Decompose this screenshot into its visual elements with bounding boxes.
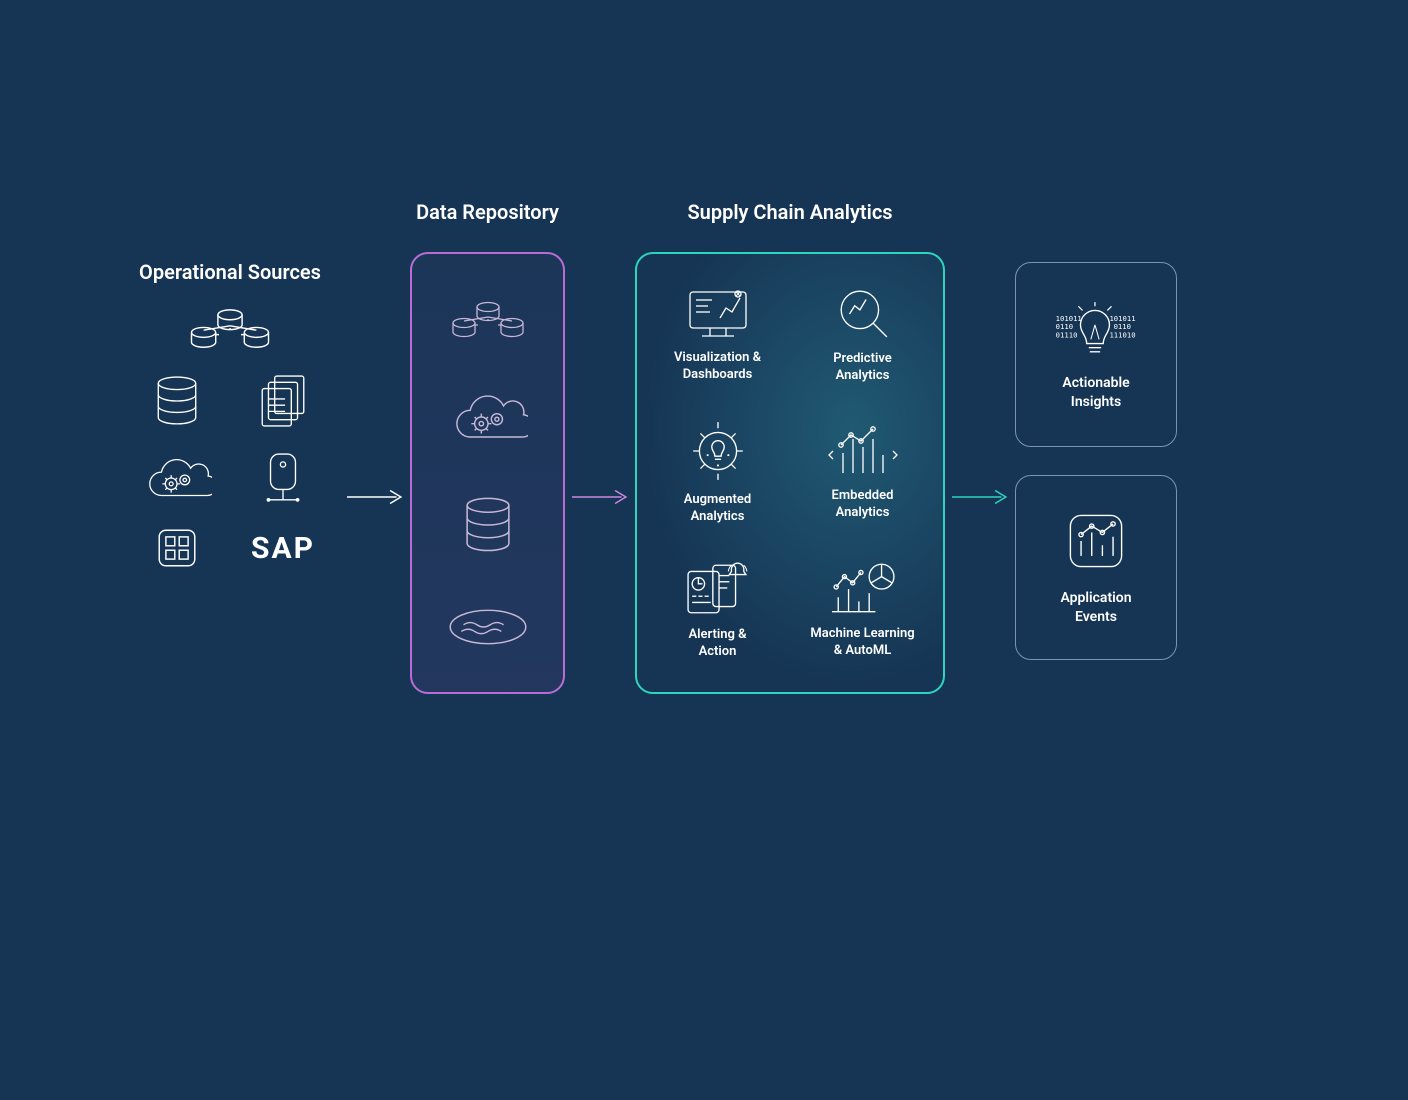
predictive-analytics-item: Predictive Analytics	[790, 270, 935, 400]
outcome-label: Application Events	[1060, 589, 1131, 627]
operational-sources-section: Operational Sources SAP	[120, 200, 340, 568]
cloud-gears-icon	[448, 392, 528, 442]
arrow-analytics-to-outcomes	[945, 490, 1015, 504]
app-grid-icon	[157, 528, 197, 568]
actionable-insights-box: Actionable Insights	[1015, 262, 1177, 447]
outcomes-section: Actionable Insights Application Events	[1015, 262, 1177, 660]
analytics-box: Visualization & Dashboards Predictive An…	[635, 252, 945, 694]
app-chart-icon	[1064, 509, 1128, 573]
item-label: Augmented Analytics	[684, 492, 752, 526]
application-events-box: Application Events	[1015, 475, 1177, 660]
data-repository-box	[410, 252, 565, 694]
operational-sources-icons: SAP	[142, 306, 318, 568]
item-label: Embedded Analytics	[832, 488, 894, 522]
arrow-sources-to-repo	[340, 490, 410, 504]
data-repository-section: Data Repository	[410, 200, 565, 694]
magnifier-chart-icon	[835, 285, 891, 341]
outcome-label: Actionable Insights	[1062, 374, 1129, 412]
item-label: Visualization & Dashboards	[674, 350, 761, 384]
data-lake-icon	[445, 607, 531, 647]
arrow-icon	[572, 490, 628, 504]
item-label: Alerting & Action	[688, 627, 746, 661]
visualization-dashboards-item: Visualization & Dashboards	[645, 270, 790, 400]
data-repository-title: Data Repository	[416, 200, 559, 224]
arrow-icon	[952, 490, 1008, 504]
dashboard-monitor-icon	[685, 286, 751, 340]
arrow-repo-to-analytics	[565, 490, 635, 504]
item-label: Machine Learning & AutoML	[810, 626, 914, 660]
alerting-action-item: Alerting & Action	[645, 546, 790, 676]
analytics-title: Supply Chain Analytics	[687, 200, 892, 224]
distributed-db-icon	[175, 306, 285, 350]
analytics-section: Supply Chain Analytics Visualization & D…	[635, 200, 945, 694]
architecture-diagram: Operational Sources SAP Data Repository	[120, 200, 1290, 694]
gear-lightbulb-icon	[688, 420, 748, 482]
sap-logo: SAP	[251, 531, 315, 566]
embedded-chart-icon	[827, 424, 899, 478]
database-cylinder-icon	[460, 496, 516, 554]
item-label: Predictive Analytics	[833, 351, 892, 385]
documents-icon	[258, 374, 308, 428]
distributed-db-icon	[442, 299, 534, 339]
embedded-analytics-item: Embedded Analytics	[790, 408, 935, 538]
ml-automl-item: Machine Learning & AutoML	[790, 546, 935, 676]
lightbulb-binary-icon	[1048, 298, 1144, 358]
database-icon	[152, 375, 202, 427]
server-icon	[262, 452, 304, 504]
ml-chart-icon	[830, 562, 896, 616]
alert-devices-icon	[686, 561, 750, 617]
augmented-analytics-item: Augmented Analytics	[645, 408, 790, 538]
operational-sources-title: Operational Sources	[139, 260, 321, 284]
arrow-icon	[347, 490, 403, 504]
cloud-gears-icon	[142, 454, 212, 502]
